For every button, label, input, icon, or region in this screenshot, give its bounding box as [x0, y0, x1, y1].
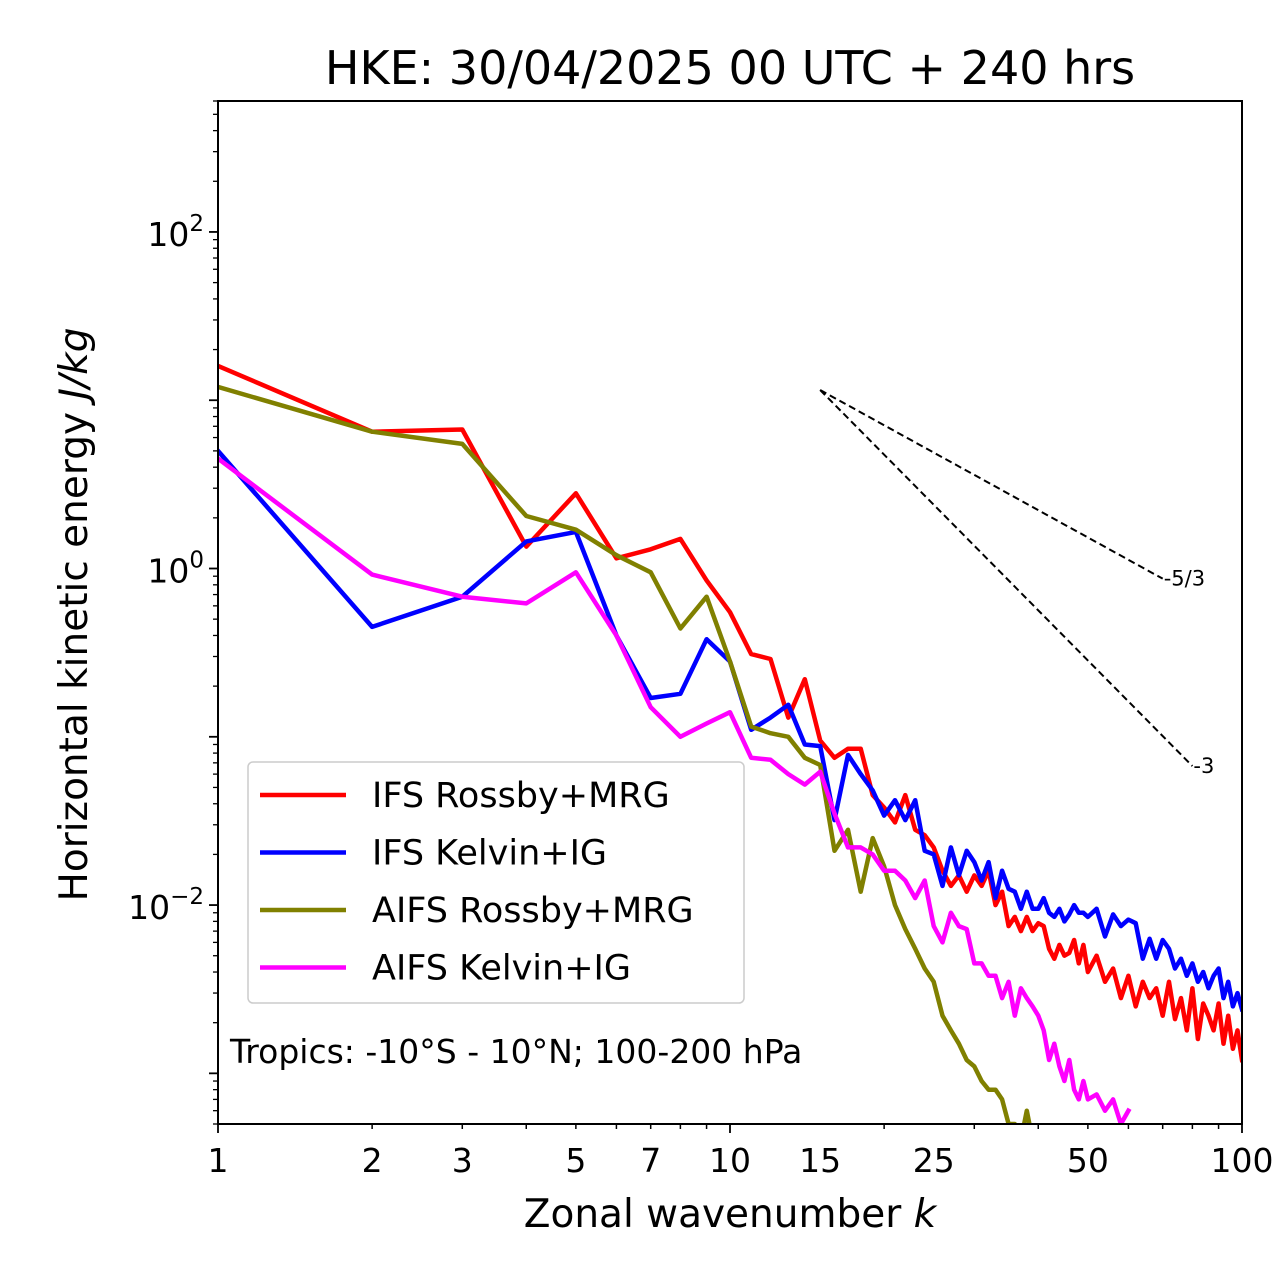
y-axis-label: Horizontal kinetic energy J/kg — [52, 328, 97, 902]
reference-slope-line — [819, 389, 1164, 580]
series-layer — [218, 363, 1242, 1124]
x-axis-label: Zonal wavenumber k — [524, 1192, 938, 1237]
legend-label: IFS Rossby+MRG — [372, 776, 670, 816]
legend-label: IFS Kelvin+IG — [372, 834, 607, 874]
x-tick-label: 50 — [1067, 1141, 1109, 1180]
x-tick-label: 10 — [709, 1141, 751, 1180]
series-line-aifs-rossby-mrg — [218, 384, 1032, 1124]
x-tick-label: 5 — [565, 1141, 586, 1180]
x-tick-label: 2 — [362, 1141, 383, 1180]
y-axis-label-unit: J/kg — [52, 328, 97, 407]
x-tick-label: 15 — [799, 1141, 841, 1180]
x-axis-label-text: Zonal wavenumber — [524, 1192, 914, 1237]
y-axis-label-text: Horizontal kinetic energy — [52, 400, 97, 902]
x-tick-label: 1 — [208, 1141, 229, 1180]
series-line-aifs-kelvin-ig — [218, 455, 1132, 1124]
y-tick-label: 100 — [147, 548, 204, 591]
x-axis: 1 2 3 5 7 10 15 25 50 100 — [208, 1124, 1274, 1180]
reference-slope-label: -5/3 — [1164, 567, 1205, 591]
legend-box — [247, 761, 745, 1004]
chart-title: HKE: 30/04/2025 00 UTC + 240 hrs — [325, 41, 1135, 95]
region-annotation: Tropics: -10°S - 10°N; 100-200 hPa — [229, 1032, 802, 1071]
y-tick-label: 102 — [147, 211, 204, 254]
x-tick-label: 100 — [1211, 1141, 1274, 1180]
x-tick-label: 7 — [640, 1141, 661, 1180]
x-axis-label-variable: k — [914, 1192, 938, 1237]
x-tick-label: 25 — [913, 1141, 955, 1180]
reference-slope-line — [819, 389, 1194, 767]
reference-slopes: -5/3 -3 — [819, 389, 1214, 778]
x-tick-label: 3 — [452, 1141, 473, 1180]
y-axis: 10−2 100 102 — [128, 100, 218, 1125]
legend-label: AIFS Rossby+MRG — [372, 891, 694, 931]
legend-label: AIFS Kelvin+IG — [372, 949, 631, 989]
reference-slope-label: -3 — [1193, 754, 1214, 778]
series-line-ifs-rossby-mrg — [218, 363, 1242, 1063]
legend: IFS Rossby+MRG IFS Kelvin+IG AIFS Rossby+M… — [247, 761, 745, 1004]
y-tick-label: 10−2 — [128, 884, 204, 927]
series-line-ifs-kelvin-ig — [218, 447, 1242, 1013]
